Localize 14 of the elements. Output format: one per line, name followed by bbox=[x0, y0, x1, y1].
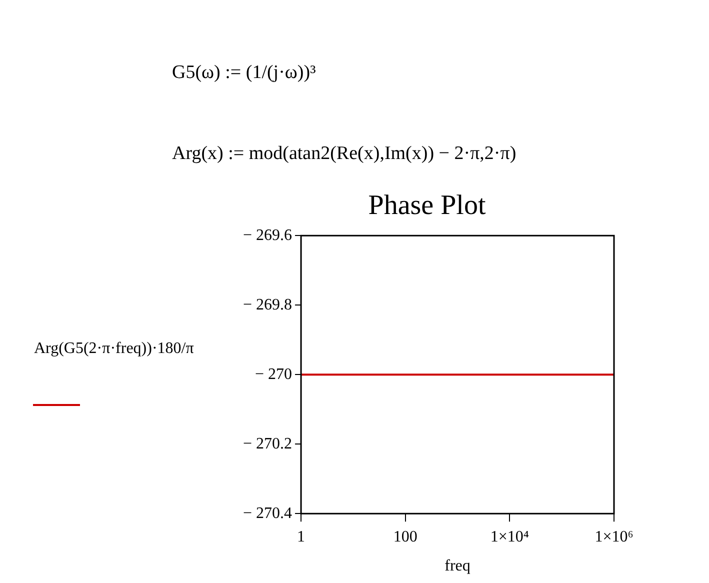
text: Arg(x) := mod(atan2(Re(x),Im(x)) − 2·π,2·π) bbox=[172, 143, 516, 165]
x-tick-label: 1×10⁴ bbox=[490, 528, 530, 546]
y-tick-label: − 270.2 bbox=[242, 435, 292, 452]
x-axis-title: freq bbox=[444, 558, 470, 575]
x-tick-label: 1×10⁶ bbox=[594, 528, 634, 546]
chart-title: Phase Plot bbox=[368, 190, 486, 222]
y-tick-label: − 270 bbox=[254, 366, 292, 383]
y-tick-label: − 270.4 bbox=[242, 504, 292, 522]
y-tick-label: − 269.6 bbox=[242, 226, 292, 244]
x-tick-label: 1 bbox=[297, 528, 306, 546]
x-tick-label: 100 bbox=[393, 528, 418, 546]
y-axis-title: Arg(G5(2·π·freq))·180/π bbox=[34, 340, 194, 358]
text: G5(ω) := (1/(j·ω))³ bbox=[172, 62, 316, 84]
y-tick-label: − 269.8 bbox=[242, 296, 292, 314]
